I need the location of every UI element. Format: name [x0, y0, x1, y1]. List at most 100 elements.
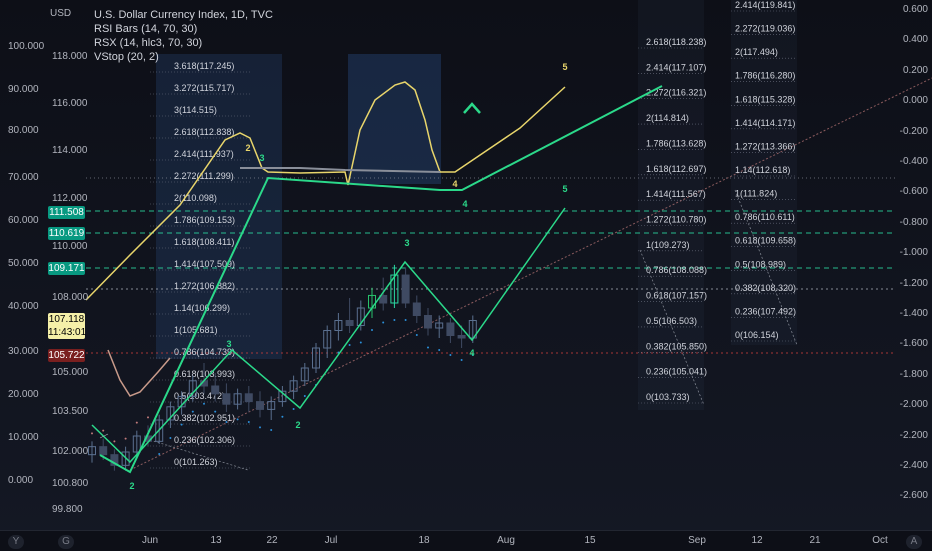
candle[interactable] [99, 446, 108, 456]
candle[interactable] [379, 294, 388, 304]
wave-label: 5 [562, 184, 567, 194]
candle[interactable] [457, 335, 466, 339]
candle[interactable] [132, 435, 141, 453]
candle[interactable] [334, 320, 343, 331]
fib-level-label: 0.786(104.739) [174, 347, 235, 357]
candle[interactable] [435, 322, 444, 329]
time-tick: Sep [688, 535, 706, 546]
fib-level-label: 1.414(111.567) [646, 189, 706, 199]
candle[interactable] [300, 367, 309, 382]
fib-level-label: 3.272(115.717) [174, 83, 234, 93]
corner-button-a[interactable]: A [906, 535, 922, 549]
rsx-grey-segment[interactable] [240, 167, 441, 173]
shaded-box-4 [731, 0, 797, 345]
candle[interactable] [356, 307, 365, 326]
fib-level-label: 0.236(107.492) [735, 306, 796, 316]
wave-label: 4 [462, 199, 467, 209]
fib-level-label: 2.272(119.036) [735, 24, 795, 34]
fib-level-label: 2(114.814) [646, 113, 689, 123]
fib-level-label: 0.382(105.850) [646, 341, 707, 351]
right-axis-tick: -0.800 [899, 216, 928, 228]
price-tick: 105.000 [52, 367, 89, 378]
price-tick: 116.000 [52, 98, 88, 109]
candle[interactable] [345, 320, 354, 326]
legend-rsi-bars[interactable]: RSI Bars (14, 70, 30) [94, 23, 198, 35]
vstop-dot [191, 410, 194, 413]
candle[interactable] [390, 274, 399, 304]
candle[interactable] [401, 274, 410, 304]
right-axis-tick: -1.800 [899, 368, 928, 380]
time-axis[interactable]: Jun 13 22 Jul 18 Aug 15 Sep 12 21 Oct Y G A [0, 530, 932, 551]
price-tick: 118.000 [52, 51, 88, 62]
vstop-dot [180, 423, 183, 426]
right-axis-tick: 0.600 [902, 4, 928, 15]
fib-level-label: 0.382(108.320) [735, 283, 796, 293]
fib-level-label: 3.618(117.245) [174, 61, 234, 71]
vstop-dot [382, 321, 385, 324]
fib-level-label: 2.414(119.841) [735, 0, 795, 10]
vstop-dot [225, 421, 228, 423]
right-axis-tick: 0.200 [902, 64, 928, 76]
fib-level-label: 0.5(106.503) [646, 316, 697, 326]
chart-legend: U.S. Dollar Currency Index, 1D, TVC RSI … [94, 8, 273, 64]
candle[interactable] [256, 401, 264, 410]
time-tick: 13 [210, 535, 222, 546]
wave-label: 3 [259, 153, 264, 163]
candle[interactable] [88, 446, 96, 456]
fib-level-label: 0(101.263) [174, 457, 218, 467]
price-tick: 114.000 [52, 145, 88, 156]
vstop-dot [214, 410, 217, 413]
fib-level-label: 2(117.494) [735, 47, 778, 57]
candle[interactable] [110, 454, 119, 466]
candle[interactable] [267, 401, 276, 410]
candle[interactable] [211, 385, 220, 395]
fib-level-label: 0.618(107.157) [646, 291, 707, 301]
vstop-dot [147, 416, 149, 419]
time-tick: Aug [497, 535, 515, 546]
candle[interactable] [323, 330, 332, 349]
wave-projection-line[interactable] [99, 85, 663, 474]
wave-label: 5 [562, 62, 567, 72]
candle[interactable] [244, 393, 253, 403]
fib-level-label: 2(110.098) [174, 193, 217, 203]
wave-label: 2 [245, 143, 250, 153]
fib-level-label: 0.618(109.658) [735, 236, 796, 246]
candle[interactable] [424, 315, 432, 329]
corner-button-g[interactable]: G [58, 535, 74, 549]
candle[interactable] [289, 380, 298, 392]
fib-level-label: 1.414(114.171) [735, 118, 795, 128]
candle[interactable] [121, 451, 130, 466]
price-tick: 103.500 [52, 406, 89, 417]
left-osc-tick: 40.000 [8, 301, 39, 312]
right-axis-tick: -1.400 [899, 308, 928, 319]
candle[interactable] [312, 347, 320, 369]
time-tick: 22 [266, 535, 278, 546]
fib-level-label: 1.786(116.280) [735, 71, 795, 81]
price-tag: 105.722 [48, 349, 85, 362]
candle[interactable] [222, 393, 231, 405]
candle[interactable] [233, 393, 242, 405]
candle[interactable] [155, 419, 164, 442]
time-tick: Jul [324, 535, 338, 546]
price-tick: 110.000 [52, 241, 88, 252]
marker [99, 433, 109, 439]
fib-level-label: 1.786(113.628) [646, 138, 706, 148]
fib-level-label: 1.272(110.780) [646, 215, 706, 225]
legend-rsx[interactable]: RSX (14, hlc3, 70, 30) [94, 37, 203, 49]
oscillator-line[interactable] [107, 349, 171, 397]
fib-level-label: 1.14(106.299) [174, 303, 230, 313]
fib-level-label: 3(114.515) [174, 105, 217, 115]
wave-label: 2 [295, 420, 300, 430]
rsx-line[interactable] [85, 81, 566, 301]
fib-level-label: 0.786(110.611) [735, 212, 795, 222]
price-wave-line[interactable] [91, 207, 566, 464]
right-axis-tick: -2.600 [899, 490, 928, 502]
legend-vstop[interactable]: VStop (20, 2) [94, 51, 159, 63]
time-tick: 21 [809, 535, 821, 546]
vstop-dot [91, 432, 93, 435]
candle[interactable] [446, 322, 455, 336]
candle[interactable] [412, 302, 421, 316]
corner-button-y[interactable]: Y [8, 535, 24, 549]
vstop-dot [415, 334, 418, 336]
